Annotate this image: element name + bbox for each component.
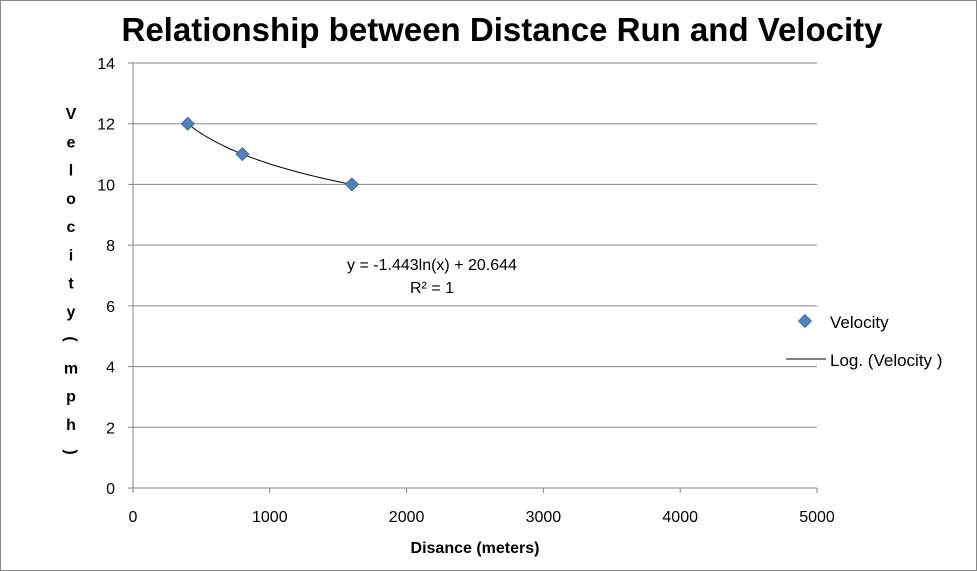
y-tick-label: 2 <box>106 420 115 437</box>
y-axis-label-char: i <box>69 247 73 264</box>
data-points <box>180 116 359 192</box>
y-axis-label-char: e <box>67 134 76 151</box>
legend-label-velocity: Velocity <box>830 313 889 332</box>
chart-title: Relationship between Distance Run and Ve… <box>122 11 884 48</box>
x-tick-label: 2000 <box>389 509 425 526</box>
y-tick-labels: 0 2 4 6 8 10 12 14 <box>97 56 115 498</box>
y-axis-label-char: t <box>68 276 74 293</box>
y-tick-label: 0 <box>106 481 115 498</box>
x-tick-label: 0 <box>129 509 138 526</box>
legend-marker-velocity <box>797 313 813 329</box>
trendline-r-squared: R² = 1 <box>410 280 454 297</box>
data-point <box>180 116 195 131</box>
legend-label-trendline: Log. (Velocity ) <box>830 351 942 370</box>
y-axis-label-char: c <box>67 219 76 236</box>
legend: Velocity Log. (Velocity ) <box>786 313 942 370</box>
y-axis-label-char: y <box>67 304 76 321</box>
x-tick-label: 1000 <box>252 509 288 526</box>
y-axis-label-char: l <box>69 163 73 180</box>
y-tick-label: 6 <box>106 299 115 316</box>
y-tick-label: 8 <box>106 238 115 255</box>
y-axis-label-char: p <box>66 389 76 406</box>
y-tick-label: 10 <box>97 177 115 194</box>
x-tick-label: 5000 <box>799 509 835 526</box>
y-tick-label: 12 <box>97 117 115 134</box>
data-point <box>344 177 359 192</box>
y-axis-label-char: h <box>66 417 76 434</box>
x-tick-label: 4000 <box>662 509 698 526</box>
y-axis-label-char: ) <box>62 449 79 454</box>
y-axis-label-char: ( <box>62 336 79 342</box>
x-tick-label: 3000 <box>526 509 562 526</box>
y-axis-label-char: o <box>66 191 76 208</box>
x-axis-label: Disance (meters) <box>411 540 540 557</box>
x-tick-labels: 0 1000 2000 3000 4000 5000 <box>129 509 835 526</box>
y-tick-label: 14 <box>97 56 115 73</box>
data-point <box>235 147 250 162</box>
trendline <box>187 123 352 185</box>
gridlines <box>133 62 817 428</box>
y-axis-label: Velocity ( mph) <box>62 106 79 455</box>
y-axis-label-char: V <box>66 106 77 123</box>
axes <box>128 62 818 493</box>
y-tick-label: 4 <box>106 360 115 377</box>
trendline-equation: y = -1.443ln(x) + 20.644 <box>347 257 517 274</box>
y-axis-label-char: m <box>64 360 78 377</box>
trendline-curve <box>187 123 352 185</box>
